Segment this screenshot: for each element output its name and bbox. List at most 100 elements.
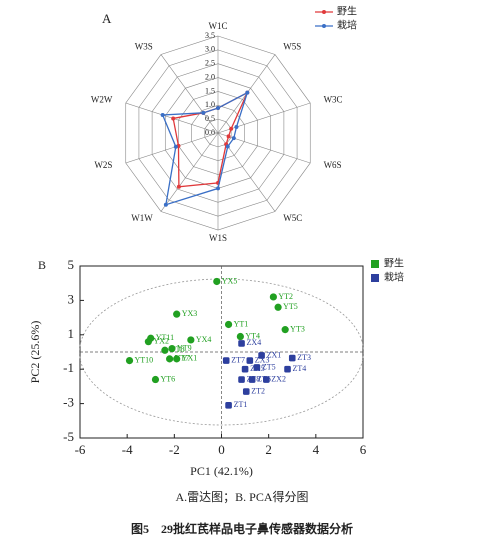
r-tick-label: 1.5 [205, 86, 215, 95]
axis-label: W1W [131, 213, 153, 223]
point [263, 376, 270, 383]
point-label: YT7 [175, 354, 190, 363]
point-label: ZX4 [247, 338, 262, 347]
y-tick-label: -1 [63, 360, 74, 375]
r-tick-label: 0.5 [205, 114, 215, 123]
spoke [217, 132, 311, 164]
y-tick-label: -5 [63, 429, 74, 444]
axis-label: W3C [324, 94, 343, 104]
r-tick-label: 3.0 [205, 45, 215, 54]
spoke [217, 102, 311, 134]
legend-label: 栽培 [384, 270, 404, 283]
point [231, 136, 236, 141]
point-label: ZT7 [231, 355, 245, 364]
axis-label: W6S [324, 160, 342, 170]
point [281, 326, 289, 334]
point-label: YT5 [283, 302, 298, 311]
point [258, 352, 265, 359]
point-label: ZT4 [293, 364, 307, 373]
point [241, 365, 249, 373]
figure-title: 图5 29批红芪样品电子鼻传感器数据分析 [131, 521, 353, 536]
spoke [160, 132, 219, 212]
legend-marker [371, 260, 379, 268]
x-tick-label: 6 [360, 442, 367, 457]
point-label: YT9 [177, 343, 192, 352]
point-label: YX2 [153, 337, 169, 346]
point [171, 116, 176, 121]
axis-label: W2W [91, 94, 113, 104]
r-tick-label: 0.0 [205, 128, 215, 137]
point [242, 388, 250, 395]
axis-label: W5C [283, 213, 302, 223]
point [236, 332, 244, 341]
point [269, 293, 277, 301]
x-tick-label: 0 [218, 442, 225, 457]
y-axis-label: PC2 (25.6%) [28, 321, 42, 384]
point-label: ZT1 [234, 400, 248, 409]
point [229, 126, 234, 131]
point [125, 357, 134, 365]
point-label: YT1 [234, 319, 249, 328]
point [225, 144, 230, 149]
point [238, 340, 245, 347]
point-label: ZX2 [271, 374, 286, 383]
point-label: YT4 [245, 331, 260, 340]
x-tick-label: -6 [75, 442, 86, 457]
y-tick-label: 1 [68, 326, 75, 341]
legend-marker [322, 10, 326, 14]
legend-marker [371, 274, 379, 282]
r-tick-label: 2.0 [205, 72, 215, 81]
x-tick-label: -4 [122, 442, 133, 457]
point [163, 202, 168, 207]
axis-label: W1S [209, 233, 227, 243]
point [288, 354, 296, 362]
point [253, 364, 261, 371]
y-tick-label: 3 [68, 291, 75, 306]
caption: A.雷达图；B. PCA得分图 [175, 489, 308, 504]
x-tick-label: -2 [169, 442, 180, 457]
point [201, 110, 206, 115]
r-tick-label: 1.0 [205, 100, 215, 109]
point-label: YT8 [170, 345, 185, 354]
point-label: ZT5 [262, 362, 276, 371]
point [246, 357, 254, 364]
confidence-ellipse [79, 278, 364, 426]
point [160, 113, 165, 118]
legend-label: 栽培 [337, 18, 357, 31]
point-label: YX5 [222, 276, 238, 285]
point-label: YT6 [160, 374, 175, 383]
axis-label: W1C [209, 21, 228, 31]
point [234, 125, 239, 130]
point [187, 336, 195, 344]
axis-label: W3S [135, 41, 153, 51]
point [173, 144, 178, 149]
point-label: YX1 [182, 354, 198, 363]
x-tick-label: 4 [313, 442, 320, 457]
axis-label: W2S [94, 160, 112, 170]
point [274, 303, 282, 311]
legend-marker [322, 24, 326, 28]
point [222, 357, 230, 364]
x-tick-label: 2 [265, 442, 272, 457]
x-axis-label: PC1 (42.1%) [190, 464, 253, 478]
point [173, 355, 181, 363]
legend-label: 野生 [384, 256, 404, 269]
point [225, 402, 232, 409]
point [168, 344, 176, 353]
y-tick-label: -3 [63, 395, 74, 410]
point [173, 310, 181, 318]
point [144, 338, 152, 346]
point [216, 186, 220, 191]
point [238, 376, 245, 383]
point-label: ZX5 [250, 364, 265, 373]
panel-label: A [102, 11, 112, 26]
point [248, 376, 256, 383]
point-label: YX3 [182, 309, 198, 318]
point-label: YT11 [156, 333, 174, 342]
point-label: YT3 [290, 324, 305, 333]
point-label: ZX3 [255, 355, 270, 364]
r-tick-label: 3.5 [205, 31, 215, 40]
r-tick-label: 2.5 [205, 59, 215, 68]
point-label: YT10 [135, 355, 154, 364]
